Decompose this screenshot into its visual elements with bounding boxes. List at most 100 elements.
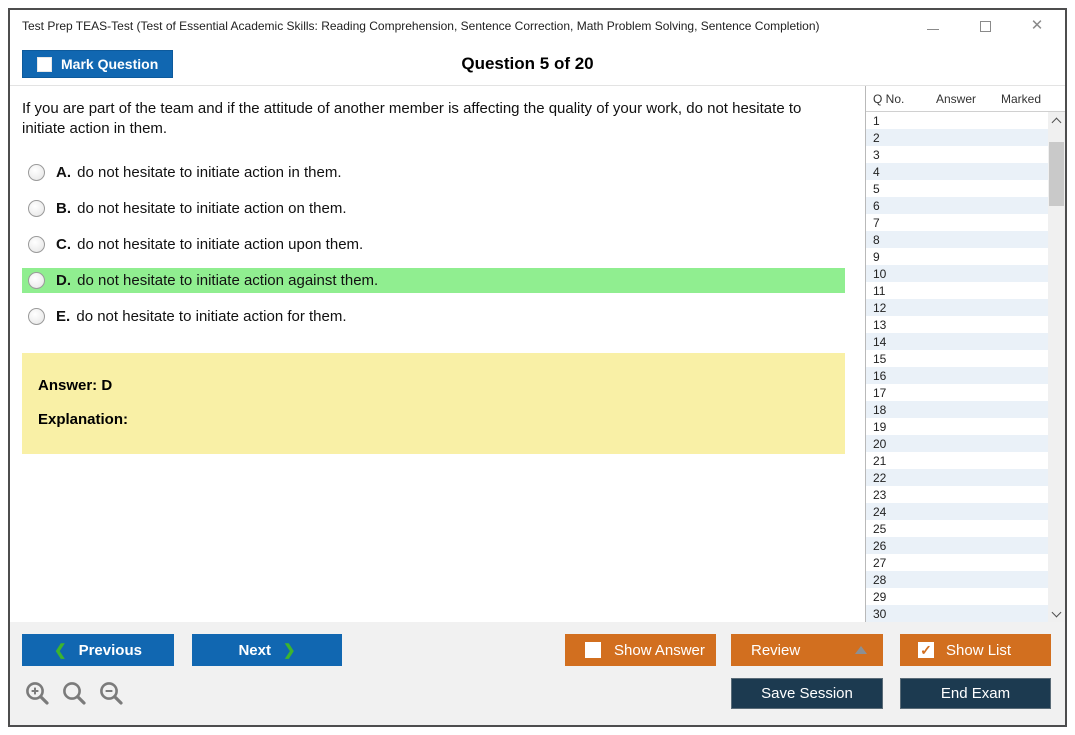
mark-question-button[interactable]: Mark Question — [22, 50, 174, 78]
question-list-row[interactable]: 8 — [866, 231, 1048, 248]
option-radio[interactable] — [28, 307, 45, 325]
question-list-row[interactable]: 20 — [866, 435, 1048, 452]
question-list-row[interactable]: 10 — [866, 265, 1048, 282]
chevron-left-icon: ❮ — [54, 642, 67, 659]
question-list-cell: 1 — [873, 113, 880, 128]
show-list-button[interactable]: ✓ Show List — [900, 634, 1051, 666]
previous-label: Previous — [78, 641, 142, 659]
question-list-row[interactable]: 12 — [866, 299, 1048, 316]
question-list-row[interactable]: 5 — [866, 180, 1048, 197]
show-list-checkbox[interactable]: ✓ — [918, 642, 934, 658]
minimize-button[interactable] — [927, 20, 939, 32]
save-session-button[interactable]: Save Session — [731, 678, 883, 709]
question-list-row[interactable]: 3 — [866, 146, 1048, 163]
question-list-cell: 10 — [873, 266, 887, 281]
question-list-cell: 5 — [873, 181, 880, 196]
next-button[interactable]: Next ❯ — [192, 634, 342, 666]
option-e[interactable]: E. do not hesitate to initiate action fo… — [22, 304, 845, 329]
question-list-cell: 11 — [873, 283, 886, 298]
mark-question-checkbox[interactable] — [37, 56, 52, 72]
close-button[interactable]: ✕ — [1030, 17, 1044, 34]
option-c[interactable]: C. do not hesitate to initiate action up… — [22, 232, 845, 257]
explanation-label: Explanation: — [38, 410, 129, 428]
minimize-icon — [927, 28, 939, 30]
option-b[interactable]: B. do not hesitate to initiate action on… — [22, 196, 845, 221]
option-label: D. do not hesitate to initiate action ag… — [56, 271, 379, 289]
question-list-row[interactable]: 1 — [866, 112, 1048, 129]
review-label: Review — [751, 641, 801, 659]
answer-label: Answer: D — [38, 376, 113, 394]
content-area: If you are part of the team and if the a… — [10, 86, 1065, 622]
question-rows: 1 2 3 4 5 6 7 8 9 10 11 12 13 14 15 16 17 18 19 20 21 22 23 24 2… — [866, 112, 1048, 622]
zoom-out-icon[interactable] — [98, 680, 125, 707]
option-radio[interactable] — [28, 271, 45, 289]
window-controls: ✕ — [927, 17, 1065, 34]
question-list-scrollbar[interactable] — [1048, 112, 1065, 622]
next-label: Next — [238, 641, 271, 659]
question-list-header: Q No. Answer Marked — [866, 86, 1065, 112]
question-list-row[interactable]: 23 — [866, 486, 1048, 503]
question-list-row[interactable]: 24 — [866, 503, 1048, 520]
question-list-cell: 6 — [873, 198, 880, 213]
option-radio[interactable] — [28, 235, 45, 253]
question-list-cell: 25 — [873, 521, 887, 536]
question-list-row[interactable]: 11 — [866, 282, 1048, 299]
question-list-cell: 28 — [873, 572, 887, 587]
show-answer-button[interactable]: Show Answer — [565, 634, 716, 666]
question-list-row[interactable]: 29 — [866, 588, 1048, 605]
question-list-cell: 29 — [873, 589, 887, 604]
end-exam-button[interactable]: End Exam — [900, 678, 1051, 709]
question-list-row[interactable]: 14 — [866, 333, 1048, 350]
show-list-label: Show List — [946, 641, 1012, 659]
scrollbar-thumb[interactable] — [1049, 142, 1064, 206]
question-list-cell: 15 — [873, 351, 887, 366]
question-list-row[interactable]: 7 — [866, 214, 1048, 231]
question-list-cell: 16 — [873, 368, 887, 383]
show-answer-checkbox[interactable] — [585, 642, 601, 658]
question-list-cell: 13 — [873, 317, 887, 332]
question-list-row[interactable]: 16 — [866, 367, 1048, 384]
question-list-row[interactable]: 30 — [866, 605, 1048, 622]
question-list-row[interactable]: 21 — [866, 452, 1048, 469]
option-d[interactable]: D. do not hesitate to initiate action ag… — [22, 267, 845, 293]
option-label: B. do not hesitate to initiate action on… — [56, 199, 347, 217]
previous-button[interactable]: ❮ Previous — [22, 634, 174, 666]
triangle-up-icon — [855, 646, 867, 654]
question-list-cell: 18 — [873, 402, 887, 417]
question-list-row[interactable]: 6 — [866, 197, 1048, 214]
option-radio[interactable] — [28, 199, 45, 217]
review-dropdown-button[interactable]: Review — [731, 634, 883, 666]
question-text: If you are part of the team and if the a… — [22, 100, 802, 138]
question-list-row[interactable]: 19 — [866, 418, 1048, 435]
question-list-row[interactable]: 4 — [866, 163, 1048, 180]
question-list-row[interactable]: 22 — [866, 469, 1048, 486]
scroll-up-button[interactable] — [1048, 112, 1065, 128]
question-list-row[interactable]: 9 — [866, 248, 1048, 265]
answer-box: Answer: D Explanation: — [22, 352, 845, 454]
option-a[interactable]: A. do not hesitate to initiate action in… — [22, 160, 845, 185]
option-radio[interactable] — [28, 163, 45, 181]
zoom-in-icon[interactable] — [24, 680, 51, 707]
question-list-row[interactable]: 25 — [866, 520, 1048, 537]
question-list-cell: 27 — [873, 555, 887, 570]
question-list-row[interactable]: 15 — [866, 350, 1048, 367]
window-title: Test Prep TEAS-Test (Test of Essential A… — [22, 19, 820, 33]
maximize-button[interactable] — [979, 20, 991, 32]
scroll-down-button[interactable] — [1048, 606, 1065, 622]
question-list-row[interactable]: 17 — [866, 384, 1048, 401]
chevron-down-icon — [1051, 607, 1062, 618]
zoom-reset-icon[interactable] — [61, 680, 88, 707]
question-list-panel: Q No. Answer Marked 1 2 3 4 5 6 7 8 9 10 11 12 13 14 1… — [865, 86, 1065, 622]
close-icon: ✕ — [1030, 17, 1044, 34]
title-bar[interactable]: Test Prep TEAS-Test (Test of Essential A… — [10, 10, 1065, 42]
question-list-row[interactable]: 13 — [866, 316, 1048, 333]
question-list-row[interactable]: 2 — [866, 129, 1048, 146]
mark-question-label: Mark Question — [61, 56, 159, 72]
question-list-cell: 23 — [873, 487, 887, 502]
checkmark-icon: ✓ — [920, 642, 932, 658]
question-list-row[interactable]: 26 — [866, 537, 1048, 554]
question-list-row[interactable]: 28 — [866, 571, 1048, 588]
question-list-row[interactable]: 18 — [866, 401, 1048, 418]
show-answer-label: Show Answer — [614, 641, 705, 659]
question-list-row[interactable]: 27 — [866, 554, 1048, 571]
